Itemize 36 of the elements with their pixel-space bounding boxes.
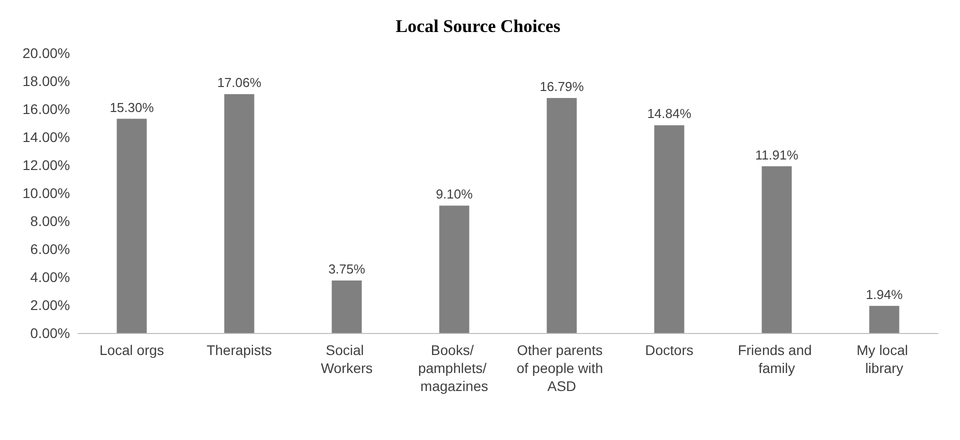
x-tick-label: Therapists: [206, 342, 272, 358]
y-tick-label: 10.00%: [22, 185, 70, 201]
y-tick-label: 16.00%: [22, 101, 70, 117]
bar: [869, 306, 900, 333]
x-tick-label: Social Workers: [320, 342, 373, 376]
data-label: 3.75%: [328, 262, 366, 276]
y-tick-label: 2.00%: [30, 297, 70, 313]
data-label: 16.79%: [540, 78, 584, 94]
x-tick-label: Books/ pamphlets/ magazines: [418, 342, 490, 394]
x-tick-label: Other parents of people with ASD: [516, 342, 607, 394]
y-tick-label: 14.00%: [22, 129, 70, 145]
bar: [762, 166, 792, 333]
x-tick-label: My local library: [856, 342, 912, 376]
data-label: 15.30%: [110, 100, 154, 115]
bar: [439, 206, 470, 333]
data-label: 14.84%: [647, 106, 692, 122]
bar: [116, 118, 147, 333]
x-tick-label: Doctors: [645, 342, 694, 358]
y-tick-label: 12.00%: [22, 157, 70, 173]
bar: [332, 280, 362, 333]
data-label: 9.10%: [436, 186, 474, 202]
data-label: 11.91%: [755, 147, 799, 162]
y-tick-label: 20.00%: [22, 45, 70, 61]
bar: [224, 94, 254, 333]
x-tick-label: Friends and family: [738, 342, 816, 376]
y-tick-label: 0.00%: [30, 325, 70, 341]
y-tick-label: 4.00%: [30, 269, 70, 285]
chart-title: Local Source Choices: [396, 16, 560, 36]
data-label: 1.94%: [866, 286, 904, 302]
bar: [654, 125, 684, 333]
x-tick-label: Local orgs: [99, 342, 164, 358]
y-tick-label: 6.00%: [30, 241, 70, 257]
bar: [546, 98, 577, 333]
data-label: 17.06%: [217, 75, 262, 90]
y-tick-label: 18.00%: [22, 73, 70, 89]
y-tick-label: 8.00%: [30, 213, 70, 229]
